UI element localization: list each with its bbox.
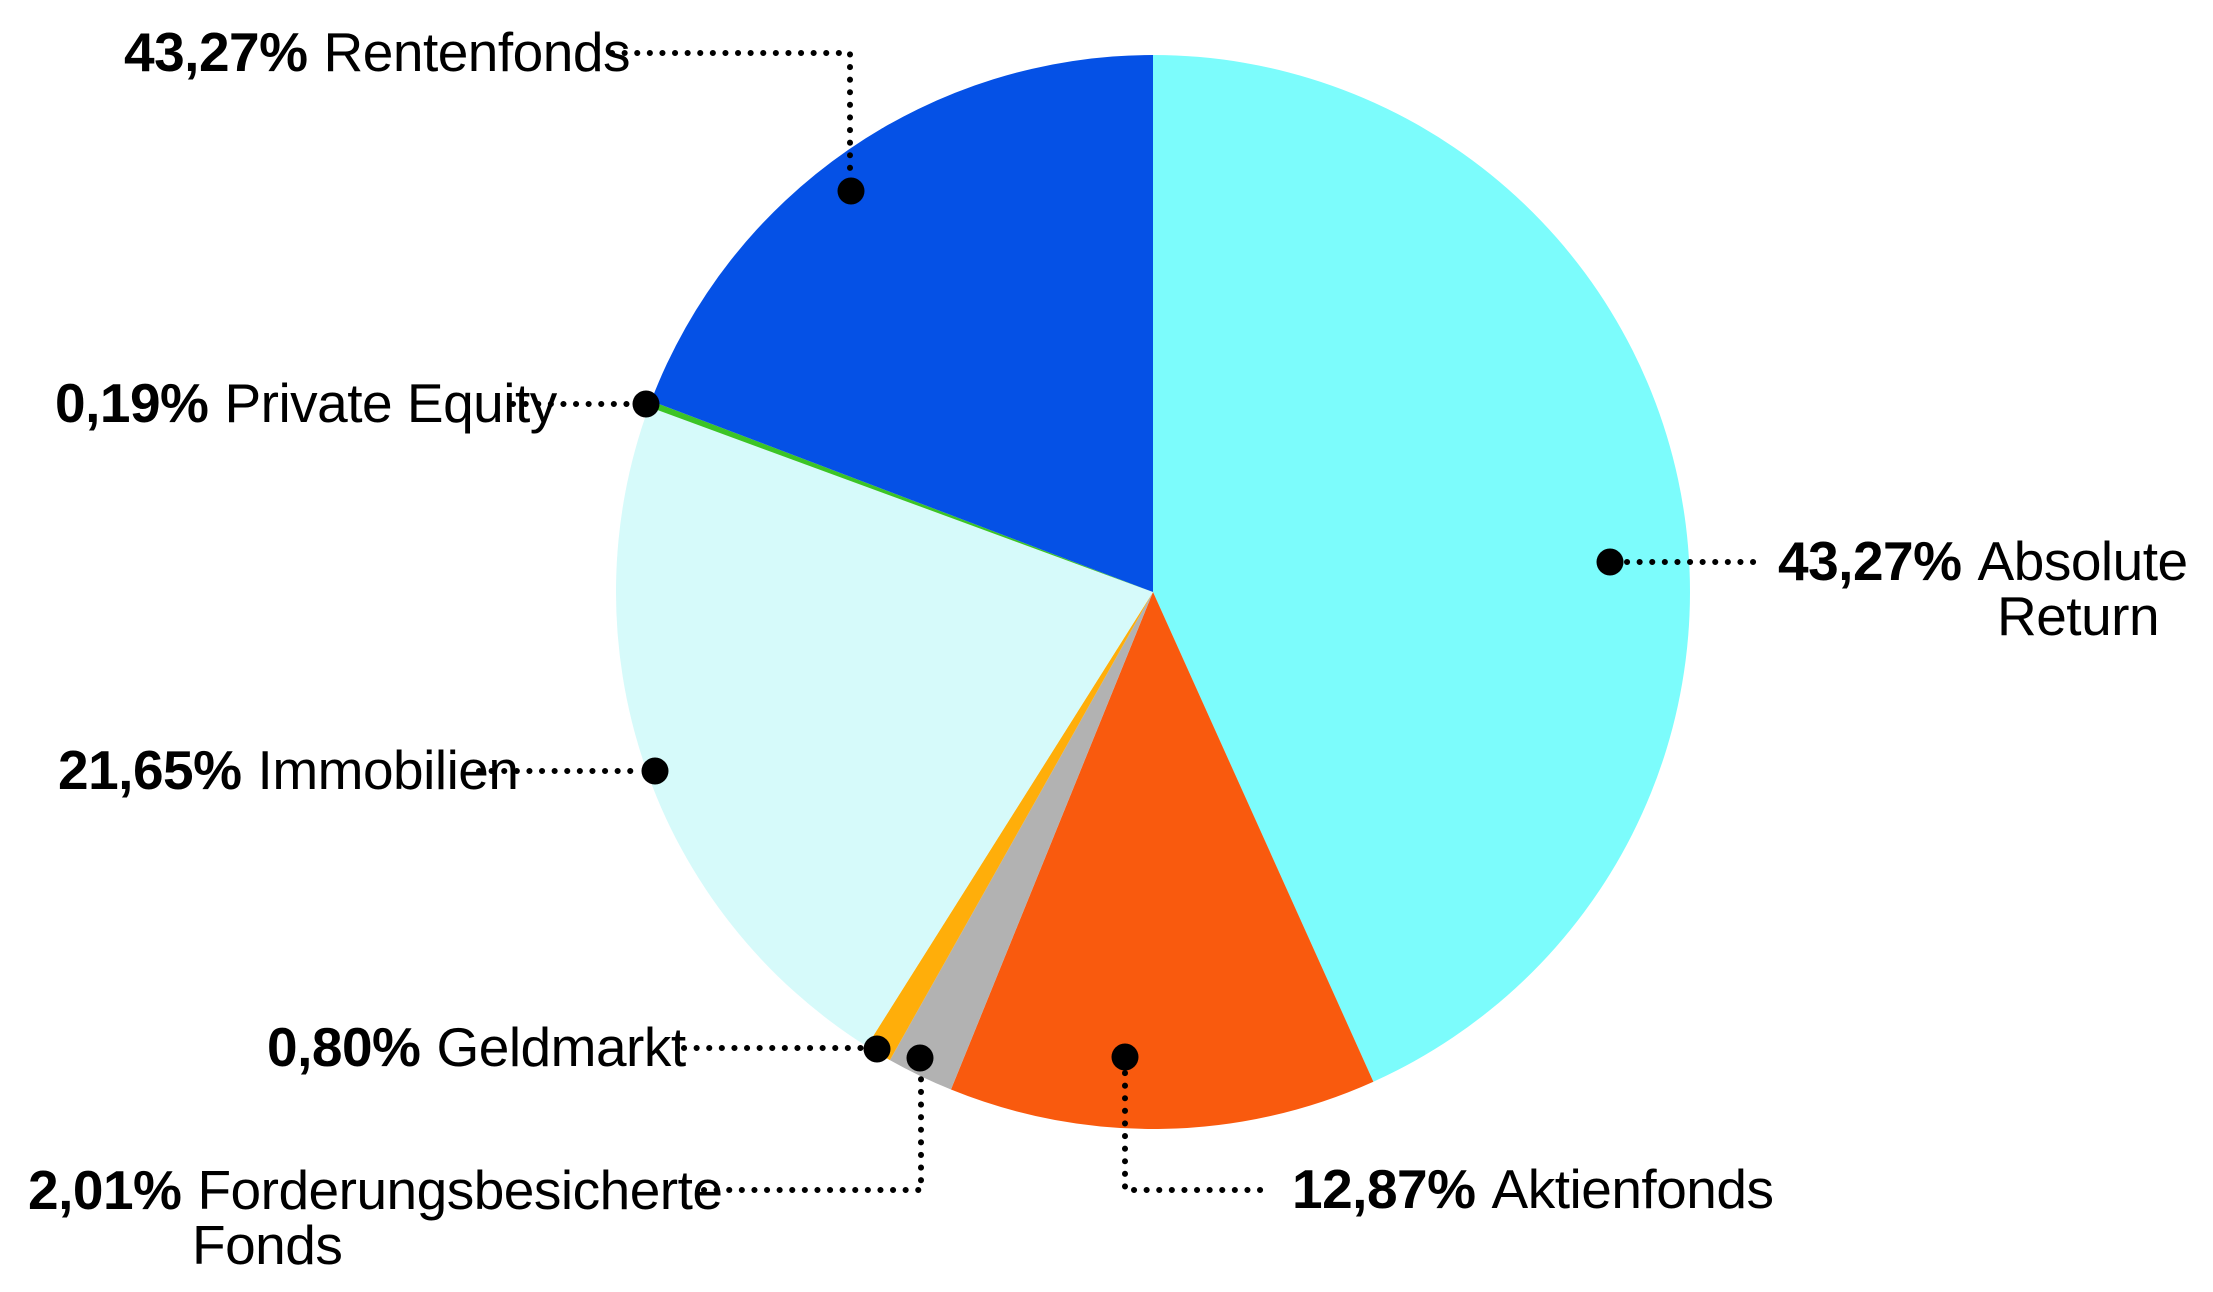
- leader-dot-forderungsbesicherte-fonds: [906, 1044, 934, 1072]
- slice-rentenfonds: [651, 55, 1153, 592]
- label-private-equity-pct: 0,19%: [55, 372, 209, 434]
- leader-dot-aktienfonds: [1111, 1043, 1139, 1071]
- label-immobilien-pct: 21,65%: [58, 739, 242, 801]
- label-private-equity-name: Private Equity: [224, 372, 557, 434]
- label-geldmarkt-pct: 0,80%: [267, 1016, 421, 1078]
- label-aktienfonds-name: Aktienfonds: [1491, 1158, 1774, 1220]
- label-geldmarkt: 0,80% Geldmarkt: [267, 1016, 686, 1078]
- label-absolute-line2: Return: [1997, 589, 2188, 644]
- label-aktienfonds: 12,87% Aktienfonds: [1292, 1158, 1774, 1220]
- label-geldmarkt-name: Geldmarkt: [436, 1016, 686, 1078]
- label-immobilien-name: Immobilien: [257, 739, 519, 801]
- label-absolute-name1: Absolute: [1977, 530, 2189, 592]
- slice-immobilien: [616, 406, 1153, 1047]
- label-absolute-name2: Return: [1997, 585, 2160, 647]
- slice-geldmarkt: [866, 592, 1153, 1061]
- label-forderungsbesicherte-fonds: 2,01% Forderungsbesicherte Fonds: [28, 1163, 723, 1273]
- slice-forderungsbesicherte-fonds: [889, 592, 1153, 1090]
- leader-aktienfonds: [1122, 1070, 1273, 1193]
- slice-absolute-return: [1153, 55, 1690, 1082]
- leader-dot-private-equity: [632, 390, 660, 418]
- label-rentenfonds: 43,27% Rentenfonds: [124, 21, 630, 83]
- label-forderung-name1: Forderungsbesicherte: [197, 1159, 723, 1221]
- label-absolute-pct: 43,27%: [1778, 530, 1962, 592]
- label-immobilien: 21,65% Immobilien: [58, 739, 519, 801]
- slice-aktienfonds: [950, 592, 1374, 1130]
- label-rentenfonds-name: Rentenfonds: [323, 21, 631, 83]
- leader-dot-immobilien: [641, 757, 669, 785]
- leader-dot-rentenfonds: [837, 177, 865, 205]
- label-rentenfonds-pct: 43,27%: [124, 21, 308, 83]
- label-forderung-name2: Fonds: [192, 1214, 343, 1276]
- label-forderung-line1: 2,01% Forderungsbesicherte: [28, 1163, 723, 1218]
- label-forderung-pct: 2,01%: [28, 1159, 182, 1221]
- slice-private-equity: [648, 400, 1153, 592]
- label-absolute-return: 43,27% Absolute Return: [1778, 534, 2188, 644]
- label-private-equity: 0,19% Private Equity: [55, 372, 557, 434]
- label-absolute-line1: 43,27% Absolute: [1778, 534, 2188, 589]
- label-aktienfonds-pct: 12,87%: [1292, 1158, 1476, 1220]
- leader-rentenfonds: [609, 50, 853, 179]
- label-forderung-line2: Fonds: [192, 1218, 722, 1273]
- leader-dot-absolute-return: [1596, 548, 1624, 576]
- leader-dot-geldmarkt: [863, 1035, 891, 1063]
- leader-forderungsbesicherte-fonds: [701, 1072, 924, 1193]
